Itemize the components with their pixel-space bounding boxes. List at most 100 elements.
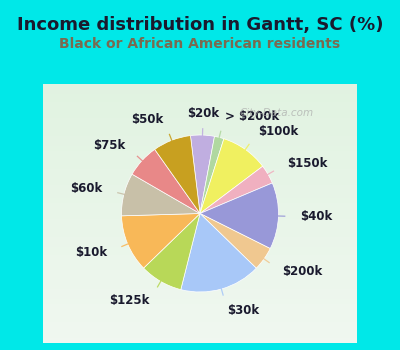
Bar	[43, 214, 357, 216]
Bar	[43, 255, 357, 258]
Text: Black or African American residents: Black or African American residents	[60, 37, 340, 51]
Bar	[43, 229, 357, 232]
Bar	[43, 302, 357, 304]
Bar	[43, 84, 357, 86]
Text: $100k: $100k	[258, 125, 298, 138]
Bar	[43, 164, 357, 167]
Bar	[43, 268, 357, 271]
Bar	[43, 260, 357, 263]
Bar	[43, 177, 357, 180]
Bar	[43, 99, 357, 102]
Wedge shape	[200, 139, 263, 214]
Bar	[43, 221, 357, 224]
Wedge shape	[155, 135, 200, 214]
Bar	[43, 138, 357, 141]
Bar	[43, 193, 357, 195]
Bar	[43, 219, 357, 221]
Bar	[43, 102, 357, 105]
Bar	[43, 242, 357, 245]
Bar	[43, 175, 357, 177]
Wedge shape	[200, 166, 272, 214]
Bar	[43, 120, 357, 123]
Bar	[43, 258, 357, 260]
Bar	[43, 112, 357, 115]
Text: $20k: $20k	[187, 107, 219, 120]
Bar	[43, 294, 357, 296]
Bar	[43, 291, 357, 294]
Bar	[43, 123, 357, 125]
Bar	[43, 159, 357, 162]
Text: $30k: $30k	[227, 304, 260, 317]
Bar	[43, 309, 357, 312]
Bar	[43, 92, 357, 94]
Bar	[43, 315, 357, 317]
Bar	[43, 338, 357, 341]
Wedge shape	[144, 214, 200, 289]
Bar	[43, 284, 357, 286]
Bar	[43, 203, 357, 206]
Bar	[43, 146, 357, 149]
Text: $200k: $200k	[282, 265, 322, 278]
Bar	[43, 341, 357, 343]
Bar	[43, 250, 357, 252]
Bar	[43, 320, 357, 322]
Bar	[43, 154, 357, 156]
Bar	[43, 332, 357, 335]
Bar	[43, 278, 357, 281]
Bar	[43, 94, 357, 97]
Bar	[43, 263, 357, 265]
Bar	[43, 156, 357, 159]
Text: $60k: $60k	[70, 182, 102, 195]
Wedge shape	[181, 214, 256, 292]
Bar	[43, 208, 357, 211]
Bar	[43, 180, 357, 182]
Wedge shape	[200, 183, 278, 248]
Bar	[43, 151, 357, 154]
Bar	[43, 312, 357, 315]
Bar	[43, 247, 357, 250]
Bar	[43, 201, 357, 203]
Bar	[43, 245, 357, 247]
Wedge shape	[200, 136, 224, 214]
Bar	[43, 335, 357, 338]
Bar	[43, 110, 357, 112]
Bar	[43, 185, 357, 188]
Bar	[43, 328, 357, 330]
Bar	[43, 97, 357, 99]
Bar	[43, 237, 357, 239]
Text: City-Data.com: City-Data.com	[240, 107, 314, 118]
Bar	[43, 252, 357, 255]
Text: $40k: $40k	[300, 210, 333, 223]
Bar	[43, 286, 357, 289]
Bar	[43, 216, 357, 219]
Text: $10k: $10k	[75, 246, 108, 259]
Bar	[43, 131, 357, 133]
Bar	[43, 281, 357, 284]
Wedge shape	[132, 149, 200, 214]
Bar	[43, 125, 357, 128]
Bar	[43, 167, 357, 169]
Bar	[43, 211, 357, 213]
Bar	[43, 136, 357, 138]
Wedge shape	[122, 214, 200, 268]
Text: $50k: $50k	[132, 113, 164, 126]
Bar	[43, 239, 357, 242]
Bar	[43, 141, 357, 144]
Bar	[43, 198, 357, 201]
Wedge shape	[190, 135, 214, 214]
Bar	[43, 304, 357, 307]
Bar	[43, 289, 357, 291]
Bar	[43, 195, 357, 198]
Bar	[43, 276, 357, 278]
Bar	[43, 190, 357, 193]
Bar	[43, 330, 357, 332]
Bar	[43, 105, 357, 107]
Bar	[43, 149, 357, 151]
Bar	[43, 226, 357, 229]
Bar	[43, 273, 357, 276]
Bar	[43, 271, 357, 273]
Bar	[43, 317, 357, 320]
Bar	[43, 322, 357, 325]
Bar	[43, 206, 357, 208]
Bar	[43, 234, 357, 237]
